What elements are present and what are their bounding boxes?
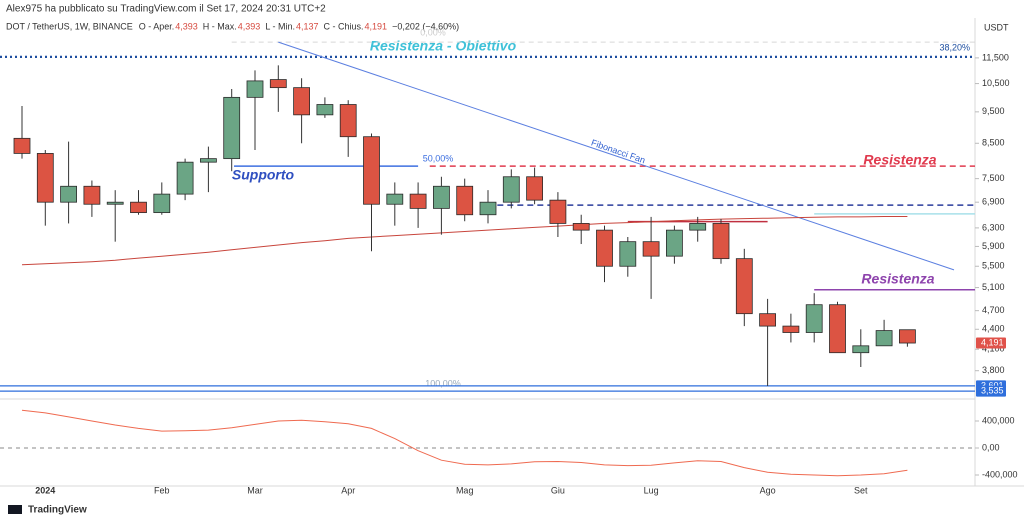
candle-body (83, 185, 101, 205)
brand: TradingView (28, 505, 87, 516)
candle-body (689, 223, 707, 231)
candle-body (712, 223, 730, 260)
fibonacci-fan (278, 41, 955, 271)
legend-item: H - Max. (203, 21, 237, 31)
candle-body (60, 185, 77, 203)
moving-average (21, 216, 908, 266)
legend-item: 4,191 (365, 21, 388, 31)
candle-body (153, 193, 171, 214)
candle-body (293, 87, 311, 116)
y-tick-label: 5,500 (982, 261, 1005, 271)
candle-body (572, 223, 590, 231)
symbol: DOT / TetherUS, 1W, BINANCE (6, 21, 133, 31)
annotation: 50,00% (423, 153, 454, 163)
y-tick-label: 4,100 (982, 344, 1005, 354)
candle-body (246, 80, 264, 98)
candle-body (875, 330, 893, 347)
brand-logo (8, 505, 22, 514)
y-tick-label: 4,700 (982, 305, 1005, 315)
y-tick-label: 9,500 (982, 106, 1005, 116)
legend-item: L - Min. (265, 21, 295, 31)
candle-body (759, 313, 776, 327)
candle-body (36, 153, 54, 203)
candle-body (619, 241, 637, 267)
y-tick-label: 8,500 (982, 138, 1005, 148)
annotation: Resistenza (861, 271, 934, 287)
y-tick-label: 6,300 (982, 222, 1005, 232)
price-label: 3,601 (981, 380, 1004, 390)
legend-item: 4,137 (296, 21, 319, 31)
annotation: 100,00% (425, 378, 461, 388)
currency: USDT (984, 22, 1009, 32)
candle-body (386, 193, 404, 205)
candle-body (13, 137, 31, 154)
price-label: 3,535 (981, 385, 1004, 395)
x-tick-label: Giu (551, 485, 565, 495)
legend-item: C - Chius. (324, 21, 364, 31)
y-tick-label: 5,900 (982, 241, 1005, 251)
annotation: 38,20% (939, 42, 970, 52)
candle-body (666, 229, 683, 257)
price-label-box (976, 385, 1006, 397)
candle-body (596, 229, 613, 267)
candle-body (479, 201, 497, 216)
candle-body (199, 158, 217, 163)
legend-item: 4,393 (238, 21, 261, 31)
price-label: 4,191 (981, 337, 1004, 347)
candle-body (363, 136, 380, 205)
candle-body (223, 96, 241, 160)
legend: DOT / TetherUS, 1W, BINANCE O - Aper. 4,39… (6, 21, 459, 31)
y-tick-label: -400,000 (982, 469, 1018, 479)
candle-body (642, 241, 660, 257)
candle-body (269, 79, 287, 89)
annotation: Resistenza - Obiettivo (370, 38, 517, 54)
chart-title: Alex975 ha pubblicato su TradingView.com… (6, 4, 326, 15)
candle-body (805, 304, 823, 333)
x-tick-label: Set (854, 485, 868, 495)
candle-body (899, 329, 916, 344)
x-tick-label: Mag (456, 485, 474, 495)
x-tick-label: Ago (760, 485, 776, 495)
x-tick-label: Lug (644, 485, 659, 495)
y-tick-label: 0,00 (982, 442, 1000, 452)
annotation: Supporto (232, 167, 295, 183)
candle-body (106, 201, 124, 205)
candle-body (432, 185, 450, 209)
annotation: Resistenza (863, 152, 936, 168)
candle-body (526, 176, 543, 201)
candle-body (176, 161, 194, 195)
candle-body (782, 325, 800, 333)
candle-body (549, 199, 567, 224)
y-tick-label: 4,400 (982, 324, 1005, 334)
x-tick-label: 2024 (35, 485, 55, 495)
y-tick-label: 6,900 (982, 197, 1005, 207)
candle-body (456, 185, 474, 216)
candle-body (339, 104, 357, 138)
x-tick-label: Apr (341, 485, 355, 495)
x-tick-label: Mar (247, 485, 263, 495)
legend-item: O - Aper. (139, 21, 175, 31)
y-tick-label: 10,500 (982, 78, 1010, 88)
price-label-box (976, 337, 1006, 349)
y-tick-label: 3,800 (982, 365, 1005, 375)
legend-item: −0,202 (−4,60%) (392, 21, 459, 31)
candle-body (852, 345, 870, 354)
y-tick-label: 7,500 (982, 173, 1005, 183)
candle-body (829, 304, 846, 354)
x-tick-label: Feb (154, 485, 170, 495)
candle-body (130, 201, 147, 214)
y-tick-label: 400,000 (982, 415, 1015, 425)
candle-body (409, 193, 427, 209)
candle-body (316, 104, 334, 116)
y-tick-label: 11,500 (982, 52, 1009, 62)
annotation: 0,00% (420, 27, 446, 37)
candle-body (502, 176, 520, 203)
y-tick-label: 5,100 (982, 282, 1005, 292)
candle-body (735, 258, 753, 315)
oscillator-line (21, 409, 908, 477)
legend-item: 4,393 (175, 21, 198, 31)
